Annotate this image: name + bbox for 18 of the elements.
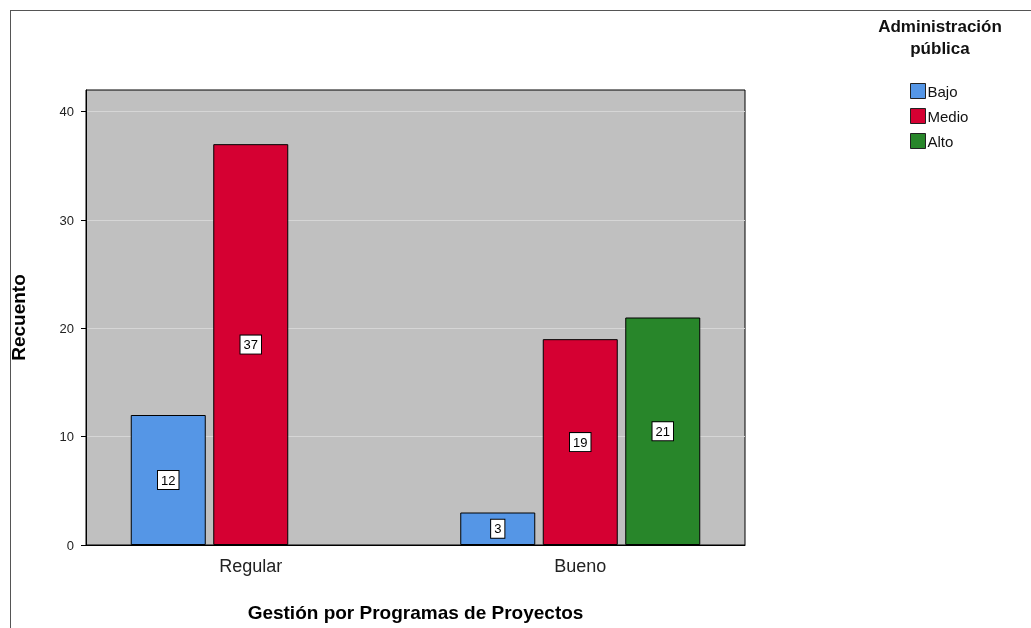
legend-title: Administración pública [877, 16, 1003, 60]
y-tick-label: 20 [59, 320, 74, 336]
y-axis-title: Recuento [8, 274, 29, 361]
data-label: 12 [161, 472, 176, 488]
x-axis-title: Gestión por Programas de Proyectos [247, 602, 584, 623]
legend-label: Bajo [927, 82, 958, 100]
y-tick-label: 30 [59, 212, 74, 228]
y-tick-label: 40 [59, 104, 74, 120]
data-label: 21 [655, 423, 670, 439]
y-tick-label: 10 [59, 429, 74, 445]
legend-label: Medio [927, 107, 969, 125]
x-tick-label: Regular [219, 556, 283, 576]
x-tick-label: Bueno [554, 556, 607, 576]
data-label: 37 [243, 337, 258, 353]
legend-label: Alto [927, 132, 954, 150]
y-tick-label: 0 [66, 537, 74, 553]
data-label: 19 [573, 434, 588, 450]
data-label: 3 [494, 521, 502, 537]
